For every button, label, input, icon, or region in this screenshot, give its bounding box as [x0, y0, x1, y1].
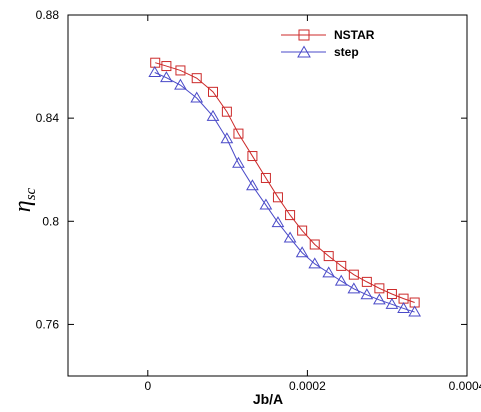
data-point-nstar	[272, 192, 283, 203]
data-point-step	[308, 257, 322, 269]
y-tick-label: 0.88	[36, 8, 60, 22]
data-point-step	[271, 216, 285, 228]
data-point-nstar	[297, 225, 308, 236]
data-point-nstar	[260, 172, 271, 183]
data-point-step	[397, 301, 410, 313]
data-point-step	[259, 198, 273, 210]
data-point-nstar	[247, 151, 258, 162]
data-point-step	[220, 132, 234, 144]
plot-frame	[67, 14, 468, 377]
data-point-nstar	[336, 260, 347, 271]
data-point-step	[373, 293, 386, 305]
data-point-nstar	[309, 239, 320, 250]
series-nstar	[150, 57, 420, 308]
series-line-step	[154, 72, 415, 313]
data-point-step	[283, 231, 297, 243]
y-axis-title-subscript: sc	[23, 187, 39, 200]
series-step	[148, 66, 422, 317]
data-point-step	[160, 71, 173, 83]
data-point-step	[347, 282, 361, 294]
data-point-step	[385, 297, 399, 309]
data-point-nstar	[150, 57, 161, 68]
data-point-step	[206, 109, 220, 121]
series-layer	[148, 57, 422, 317]
data-point-step	[295, 246, 309, 258]
data-point-nstar	[161, 61, 172, 72]
data-point-nstar	[323, 251, 334, 262]
data-point-step	[190, 91, 204, 103]
data-point-step	[232, 156, 245, 168]
data-point-nstar	[285, 210, 296, 221]
data-point-step	[148, 66, 162, 78]
y-tick-label: 0.8	[42, 214, 59, 228]
data-point-step	[360, 288, 374, 300]
data-point-step	[322, 266, 336, 278]
y-axis-ticks: 0.76 0.8 0.84 0.88	[36, 8, 467, 331]
data-point-nstar	[386, 289, 397, 300]
x-axis-ticks: 0 0.0002 0.0004	[144, 15, 481, 393]
x-tick-label: 0.0004	[449, 379, 481, 393]
data-point-nstar	[398, 293, 409, 304]
y-axis-title-main: η	[10, 200, 36, 212]
data-point-nstar	[175, 65, 186, 76]
data-point-nstar	[191, 73, 202, 84]
x-tick-label: 0.0002	[289, 379, 326, 393]
data-point-step	[246, 179, 259, 191]
x-tick-label: 0	[144, 379, 151, 393]
x-axis-title: Jb/A	[253, 391, 283, 407]
legend-marker-step	[297, 45, 311, 58]
y-tick-label: 0.84	[36, 111, 60, 125]
data-point-nstar	[233, 128, 244, 139]
series-line-nstar	[155, 62, 415, 303]
legend-label-step: step	[334, 45, 359, 59]
y-tick-label: 0.76	[36, 317, 60, 331]
data-point-nstar	[207, 86, 218, 97]
legend: NSTAR step	[281, 28, 375, 59]
y-axis-title: ηsc	[10, 187, 39, 212]
legend-label-nstar: NSTAR	[334, 28, 375, 42]
data-point-nstar	[221, 106, 232, 117]
data-point-nstar	[361, 276, 372, 287]
data-point-step	[174, 78, 187, 90]
data-point-nstar	[348, 269, 359, 280]
data-point-nstar	[374, 283, 385, 294]
legend-marker-nstar	[298, 29, 310, 41]
data-point-step	[408, 305, 422, 317]
data-point-step	[334, 274, 348, 286]
